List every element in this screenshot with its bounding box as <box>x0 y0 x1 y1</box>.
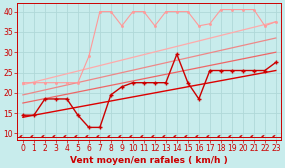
X-axis label: Vent moyen/en rafales ( km/h ): Vent moyen/en rafales ( km/h ) <box>70 156 228 164</box>
